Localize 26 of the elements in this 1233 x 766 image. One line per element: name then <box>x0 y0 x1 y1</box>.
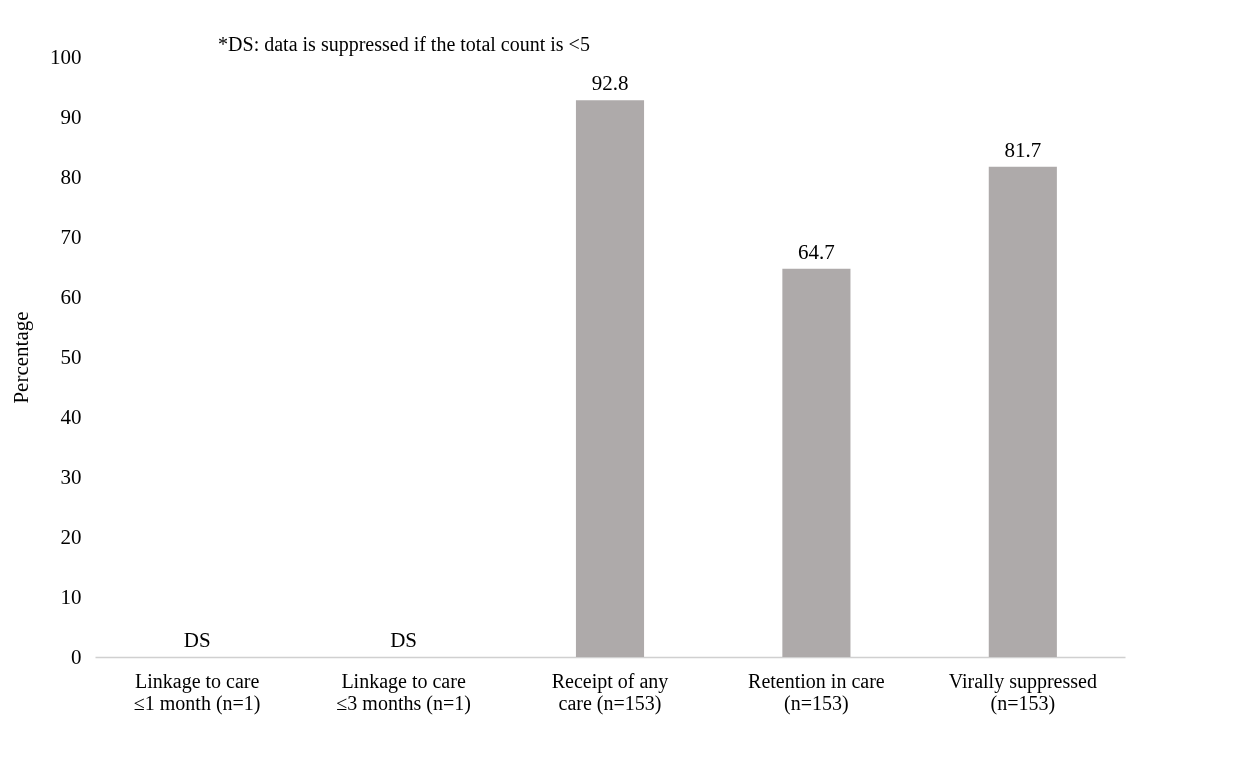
bar <box>988 166 1057 657</box>
y-tick-label: 40 <box>60 404 82 429</box>
y-tick-label: 30 <box>60 464 82 489</box>
y-tick-label: 0 <box>71 644 82 669</box>
bar <box>782 268 851 657</box>
data-label: 92.8 <box>591 71 629 96</box>
y-tick-label: 50 <box>60 344 82 369</box>
y-tick-label: 10 <box>60 584 82 609</box>
data-label: 64.7 <box>798 239 835 264</box>
x-tick-label: Virally suppressed (n=153) <box>948 669 1097 715</box>
y-tick-label: 70 <box>60 224 82 249</box>
data-label: 81.7 <box>1004 137 1042 162</box>
text: *DS: data is suppressed if the total count is <5 <box>218 33 590 56</box>
y-tick-label: 100 <box>50 44 82 69</box>
x-tick-label: Retention in care (n=153) <box>748 669 885 715</box>
x-tick-label: Linkage to care ≤3 months (n=1) <box>336 669 471 715</box>
x-tick-label: Receipt of any care (n=153) <box>551 669 669 715</box>
text: DS <box>390 628 418 652</box>
y-tick-label: 20 <box>60 524 82 549</box>
bar <box>575 100 645 657</box>
y-tick-label: 80 <box>60 164 82 189</box>
y-tick-label: 90 <box>60 104 82 129</box>
text: DS <box>183 628 211 652</box>
y-axis-title: Percentage <box>9 311 33 404</box>
y-tick-label: 60 <box>60 284 82 309</box>
x-tick-label: Linkage to care ≤1 month (n=1) <box>133 669 261 715</box>
